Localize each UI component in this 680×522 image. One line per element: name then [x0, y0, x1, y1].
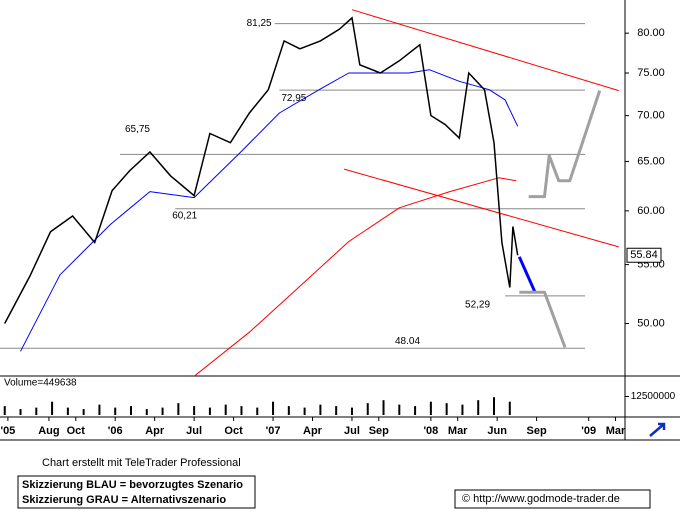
volume-bar — [66, 407, 69, 415]
x-tick-label: Mar — [448, 425, 468, 437]
volume-panel: Volume=449638 — [3, 378, 511, 415]
volume-label: Volume=449638 — [4, 378, 77, 389]
volume-bar — [398, 404, 401, 415]
volume-bar — [445, 403, 448, 415]
x-tick-label: Aug — [38, 425, 59, 437]
x-tick-label: Apr — [145, 425, 165, 437]
volume-bar — [3, 406, 6, 415]
volume-bar — [19, 409, 22, 415]
volume-bar — [414, 406, 417, 415]
volume-bar — [114, 407, 117, 415]
trend-line — [351, 9, 619, 92]
volume-bar — [461, 404, 464, 415]
level-label: 52,29 — [465, 299, 490, 310]
volume-bar — [366, 403, 369, 415]
y-tick-label: 12500000 — [631, 391, 676, 402]
volume-bar — [429, 401, 432, 415]
copyright: © http://www.godmode-trader.de — [462, 493, 620, 505]
volume-bar — [508, 401, 511, 415]
volume-bar — [145, 409, 148, 415]
volume-bar — [493, 397, 496, 415]
copyright-box — [454, 489, 651, 509]
x-tick-label: '09 — [581, 425, 596, 437]
x-tick-label: '05 — [0, 425, 15, 437]
level-label: 48.04 — [395, 336, 420, 347]
volume-bar — [177, 403, 180, 415]
credit: Chart erstellt mit TeleTrader Profession… — [42, 457, 241, 469]
volume-bar — [287, 406, 290, 415]
x-tick-label: Oct — [67, 425, 86, 437]
x-tick-label: Jul — [344, 425, 360, 437]
volume-bar — [129, 406, 132, 415]
volume-bar — [319, 404, 322, 415]
volume-bar — [303, 407, 306, 415]
x-tick-label: Sep — [527, 425, 547, 437]
volume-bar — [272, 401, 275, 415]
volume-bar — [256, 407, 259, 415]
last-value-box — [626, 247, 662, 263]
volume-bar — [82, 409, 85, 415]
y-tick-label: 65.00 — [637, 155, 665, 167]
volume-bar — [350, 407, 353, 415]
volume-bar — [161, 407, 164, 415]
level-label: 60,21 — [172, 210, 197, 221]
y-tick-label: 75.00 — [637, 67, 665, 79]
scenario-path — [517, 256, 537, 293]
x-tick-label: Jul — [186, 425, 202, 437]
moving-average — [20, 69, 519, 352]
x-tick-label: Mar — [606, 425, 626, 437]
x-tick-label: Apr — [303, 425, 323, 437]
volume-bar — [382, 400, 385, 415]
volume-bar — [98, 404, 101, 415]
moving-average — [193, 177, 517, 376]
price-panel — [0, 9, 619, 376]
volume-bar — [193, 406, 196, 415]
legend-line: Skizzierung GRAU = Alternativszenario — [22, 494, 226, 506]
volume-bar — [477, 400, 480, 415]
level-label: 72,95 — [281, 93, 306, 104]
volume-bar — [208, 407, 211, 415]
level-label: 65,75 — [125, 124, 150, 135]
volume-bar — [335, 406, 338, 415]
x-tick-label: Oct — [224, 425, 243, 437]
x-tick-label: '07 — [266, 425, 281, 437]
icon — [649, 422, 666, 437]
x-tick-label: '06 — [108, 425, 123, 437]
legend-box — [17, 475, 256, 509]
x-tick-label: Jun — [487, 425, 507, 437]
y-tick-label: 80.00 — [637, 27, 665, 39]
x-tick-label: '08 — [423, 425, 438, 437]
price-line — [4, 16, 519, 324]
volume-bar — [224, 404, 227, 415]
y-tick-label: 60.00 — [637, 205, 665, 217]
scenario-path — [528, 90, 602, 199]
volume-bar — [35, 407, 38, 415]
last-value: 55.84 — [630, 249, 658, 261]
legend-line: Skizzierung BLAU = bevorzugtes Szenario — [22, 479, 243, 491]
volume-bar — [240, 406, 243, 415]
level-label: 81,25 — [247, 18, 272, 29]
volume-bar — [51, 401, 54, 415]
y-tick-label: 70.00 — [637, 110, 665, 122]
x-tick-label: Sep — [369, 425, 389, 437]
y-tick-label: 50.00 — [637, 317, 665, 329]
scenario-path — [519, 290, 567, 348]
trend-line — [343, 168, 619, 248]
